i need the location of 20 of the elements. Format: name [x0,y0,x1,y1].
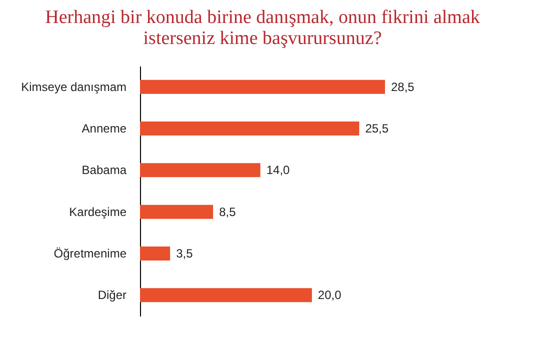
bar [140,80,385,94]
text: isterseniz kime başvurursunuz? [143,28,382,49]
bar [140,204,214,219]
data-label: 20,0 [318,288,342,302]
data-label: 8,5 [219,204,236,219]
text: Herhangi bir konuda birine danışmak, onun fikrini almak [45,7,480,28]
y-tick-label: Kimseye danışmam [21,80,126,94]
bar [140,246,170,260]
data-label: 3,5 [176,246,194,260]
y-tick-label: Kardeşime [69,204,127,219]
bar [140,163,260,178]
y-tick-label: Babama [82,163,127,178]
y-tick-label: Anneme [82,122,127,136]
y-tick-label: Öğretmenime [54,246,127,260]
bar [140,288,312,302]
data-label: 25,5 [365,122,389,136]
data-label: 28,5 [391,80,415,94]
bar [140,122,360,136]
data-label: 14,0 [266,163,290,178]
y-tick-label: Diğer [98,288,126,302]
